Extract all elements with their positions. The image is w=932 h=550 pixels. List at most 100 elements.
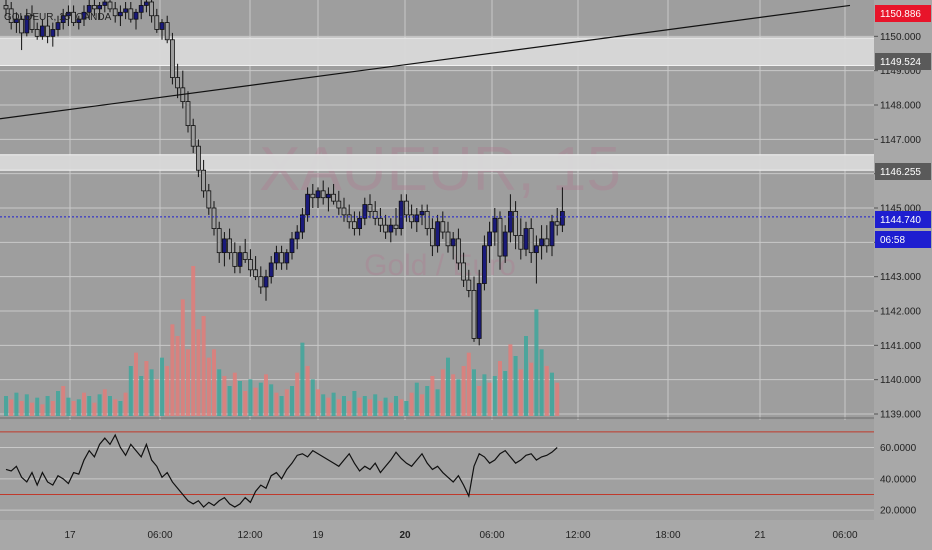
candle-body (102, 1, 108, 6)
candle-body (481, 245, 487, 284)
axis-background (874, 0, 932, 550)
candle-body (414, 214, 420, 223)
volume-bar (336, 399, 341, 416)
zone-rect[interactable] (0, 154, 874, 171)
rsi-indicator[interactable] (0, 431, 874, 511)
volume-bar (108, 396, 112, 416)
candle-body (539, 238, 544, 247)
rsi-tick-label: 20.0000 (880, 506, 917, 517)
trendline[interactable] (0, 4, 851, 120)
volume-bar (253, 387, 258, 416)
volume-bar (446, 357, 450, 416)
volume-bar (87, 396, 92, 416)
volume-bar (50, 401, 55, 416)
volume-bar (321, 394, 326, 416)
price-tick-label: 1147.000 (880, 135, 921, 146)
candle-body (487, 231, 493, 247)
volume-bar (456, 379, 461, 416)
candle-body (71, 11, 76, 24)
volume-bar (9, 399, 14, 416)
volume-bar (139, 376, 144, 416)
price-tick-label: 1139.000 (880, 410, 921, 421)
time-tick-label: 12:00 (565, 530, 590, 541)
candle-body (185, 101, 191, 126)
volume-bar (4, 396, 8, 416)
price-tick-label: 1142.000 (880, 307, 921, 318)
candle-body (221, 238, 227, 254)
candle-body (419, 211, 425, 216)
time-tick-label: 06:00 (479, 530, 504, 541)
candle-body (398, 200, 404, 229)
volume-bar (30, 402, 34, 416)
rsi-tick-label: 40.0000 (880, 474, 917, 485)
volume-bar (180, 299, 185, 416)
zone-rect[interactable] (0, 38, 874, 66)
volume-bar (435, 389, 440, 416)
candle-body (518, 235, 524, 250)
volume-bar (160, 357, 164, 416)
volume-bar (258, 382, 263, 416)
candle-body (455, 238, 461, 264)
candle-body (34, 29, 40, 37)
time-axis[interactable]: 17 06:00 12:00 19 20 06:00 12:00 18:00 21 06:00 (64, 530, 858, 541)
candle-body (362, 204, 368, 219)
volume-bar (300, 342, 305, 416)
volume-bar (222, 376, 227, 416)
candle-body (315, 190, 321, 199)
volume-bar (243, 391, 248, 416)
volume-bar (482, 374, 487, 416)
volume-bar (508, 344, 513, 416)
price-tag-high-bg (875, 5, 931, 22)
volume-bar (154, 379, 159, 416)
rsi-line[interactable] (5, 433, 558, 508)
candle-body (310, 193, 316, 199)
price-tag-countdown-bg (875, 231, 931, 248)
price-tick-label: 1145.000 (880, 204, 921, 215)
candle-body (253, 269, 259, 278)
rsi-panel-background (0, 420, 874, 520)
support-resistance-zones[interactable] (0, 37, 874, 171)
candle-body (81, 11, 87, 20)
volume-bar (269, 384, 274, 416)
volume-bar (97, 394, 102, 416)
volume-bar (92, 402, 97, 416)
volume-bar (461, 366, 466, 416)
candle-body (128, 8, 134, 20)
volume-bar (274, 392, 279, 416)
volume-bar (264, 374, 268, 416)
candle-body (294, 231, 300, 240)
candle-body (206, 190, 212, 209)
rsi-axis[interactable]: 60.0000 40.0000 20.0000 (880, 443, 917, 517)
volume-bar (232, 372, 237, 416)
candle-body (55, 22, 61, 30)
candlestick-series[interactable] (3, 0, 565, 346)
candle-body (289, 238, 295, 254)
price-tag-countdown: 06:58 (880, 235, 905, 246)
candle-body (242, 252, 248, 260)
candle-body (471, 289, 477, 339)
volume-bar (399, 399, 404, 416)
volume-bar (56, 391, 60, 416)
volume-bar (61, 386, 66, 416)
candle-body (201, 169, 207, 192)
volume-bar (342, 396, 346, 416)
candle-body (164, 22, 170, 41)
candle-body (13, 18, 19, 23)
volume-bar (196, 329, 201, 416)
volume-bar (248, 379, 253, 416)
volume-bar (290, 386, 294, 416)
volume-bar (409, 392, 414, 416)
volume-bars (4, 266, 560, 416)
symbol-legend[interactable]: GOLDEUR, 15, OANDA (4, 12, 112, 23)
time-tick-label: 12:00 (237, 530, 262, 541)
volume-bar (472, 369, 476, 416)
price-tick-label: 1140.000 (880, 375, 921, 386)
candle-body (60, 15, 66, 24)
candle-body (331, 193, 337, 202)
candle-body (429, 228, 435, 247)
volume-bar (440, 369, 445, 416)
candle-body (268, 262, 274, 278)
candle-body (341, 207, 347, 216)
candle-body (169, 39, 175, 78)
